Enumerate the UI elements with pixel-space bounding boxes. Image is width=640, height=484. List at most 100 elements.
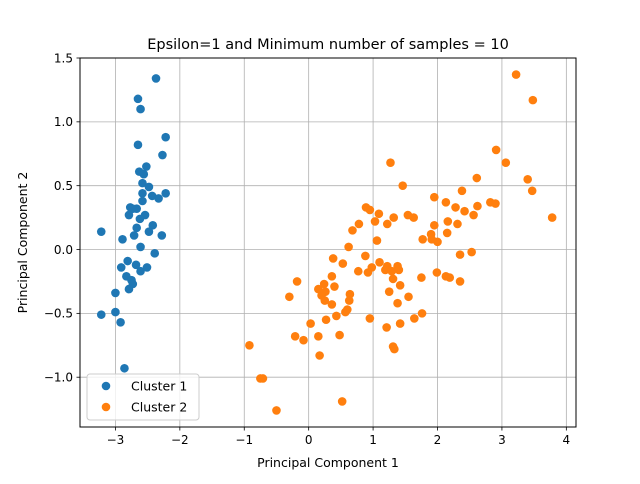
data-point [453, 219, 462, 229]
data-point [348, 226, 357, 235]
x-tick-label: 0 [305, 433, 313, 447]
data-point [394, 265, 404, 275]
data-point [136, 242, 145, 252]
data-point [144, 182, 154, 192]
data-point [320, 296, 330, 305]
data-point [387, 266, 397, 276]
data-point [150, 249, 160, 258]
data-point [365, 314, 375, 323]
data-point [118, 235, 127, 244]
legend: Cluster 1 Cluster 2 [86, 373, 200, 421]
data-point [473, 201, 482, 211]
data-point [389, 213, 399, 222]
data-point [441, 197, 451, 207]
data-point [136, 266, 145, 276]
y-tick-label: −0.5 [44, 307, 73, 321]
data-point [144, 227, 154, 236]
data-point [445, 273, 455, 282]
data-point [292, 277, 302, 286]
data-point [157, 231, 167, 240]
data-point [161, 132, 170, 142]
data-point [111, 307, 120, 317]
data-point [124, 210, 134, 220]
data-point [120, 363, 129, 373]
data-point [327, 300, 337, 309]
chart-title: Epsilon=1 and Minimum number of samples … [147, 37, 509, 53]
data-point [443, 217, 453, 226]
data-point [158, 150, 167, 160]
data-point [132, 223, 141, 233]
data-point [410, 314, 419, 323]
data-point [96, 227, 106, 236]
data-point [382, 323, 391, 332]
data-point [133, 94, 143, 104]
legend-marker [101, 402, 111, 412]
data-point [111, 288, 120, 298]
axis-ticks: −3 −2 −1 0 1 2 3 4 −1.0 −0.5 0.0 0.5 1.0 1.5 [44, 51, 570, 447]
data-point [138, 189, 147, 198]
data-point [124, 284, 134, 294]
data-point [131, 260, 141, 270]
data-point [96, 310, 106, 319]
data-point [139, 169, 149, 179]
data-point [467, 247, 476, 257]
x-tick-label: −3 [107, 433, 125, 447]
data-point [314, 332, 323, 341]
data-point [353, 266, 363, 276]
x-tick-label: −2 [171, 433, 189, 447]
legend-label: Cluster 2 [131, 400, 187, 415]
x-tick-label: −1 [235, 433, 253, 447]
data-point [442, 228, 452, 238]
data-point [457, 186, 467, 196]
data-point [272, 406, 281, 415]
legend-label: Cluster 1 [131, 379, 187, 394]
data-point [429, 220, 439, 230]
data-point [306, 319, 315, 328]
data-point [393, 298, 402, 308]
y-tick-label: 1.0 [54, 115, 73, 129]
data-point [299, 335, 308, 345]
data-point [315, 351, 324, 360]
data-point [142, 263, 152, 272]
data-point [344, 296, 354, 305]
data-point [332, 311, 341, 321]
data-point [460, 206, 469, 216]
data-point [527, 186, 537, 196]
x-axis-label: Principal Component 1 [257, 455, 399, 470]
data-point [472, 173, 482, 183]
data-point [381, 265, 390, 275]
data-point [382, 219, 392, 229]
data-point [328, 254, 338, 263]
series-cluster-1 [96, 74, 170, 373]
data-point [386, 158, 395, 167]
y-tick-label: 0.0 [54, 243, 73, 257]
data-point [129, 231, 139, 240]
series-cluster-2 [245, 70, 557, 415]
data-point [451, 203, 460, 212]
data-point [338, 259, 348, 268]
data-point [123, 256, 132, 266]
x-tick-label: 4 [563, 433, 571, 447]
data-point [154, 194, 163, 203]
y-axis-label: Principal Component 2 [15, 172, 30, 314]
data-point [432, 268, 442, 277]
data-point [335, 330, 344, 340]
data-point [491, 199, 500, 208]
data-point [116, 263, 126, 272]
data-point [116, 318, 125, 327]
data-point [417, 309, 427, 318]
data-point [523, 174, 532, 184]
data-point [290, 332, 300, 341]
y-tick-label: 1.5 [54, 51, 73, 65]
x-tick-label: 2 [434, 433, 442, 447]
data-point [147, 191, 157, 201]
data-point [390, 344, 399, 354]
data-point [409, 213, 418, 222]
data-point [501, 158, 511, 167]
data-point [337, 397, 347, 406]
data-point [365, 205, 375, 215]
data-point [128, 204, 138, 213]
data-point [142, 162, 151, 171]
